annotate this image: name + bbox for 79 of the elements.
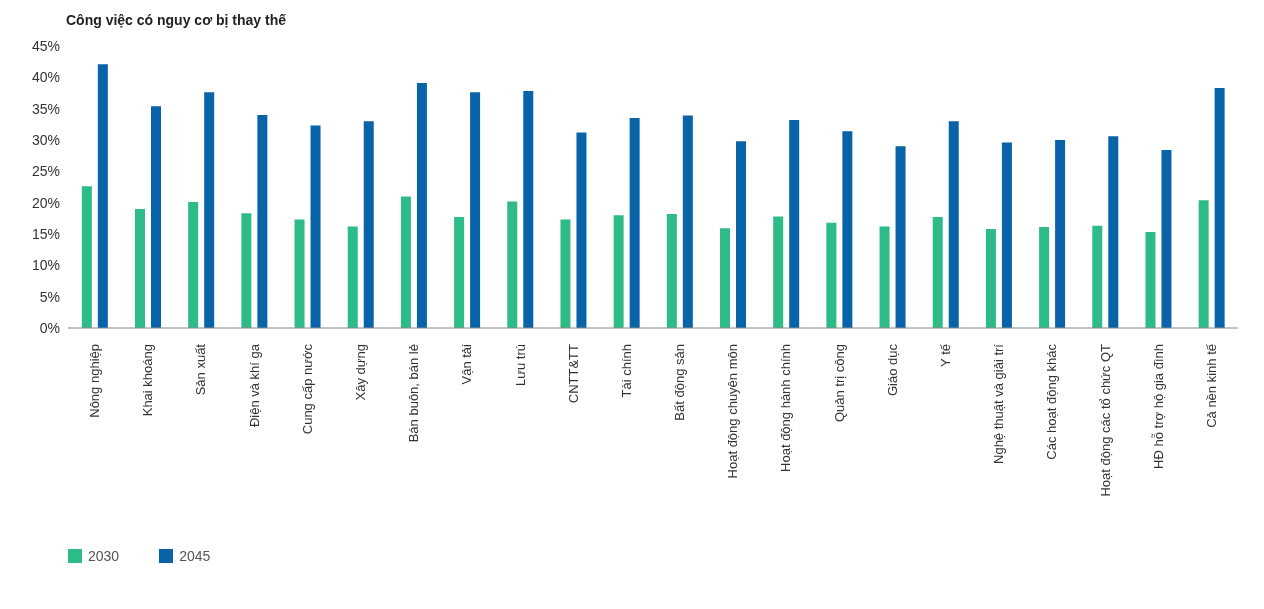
- bar: [948, 121, 959, 328]
- bar: [1108, 136, 1119, 328]
- x-tick-label: Xây dựng: [353, 344, 368, 401]
- legend-label: 2030: [88, 548, 120, 564]
- y-tick-label: 10%: [31, 257, 60, 274]
- legend-label: 2045: [179, 548, 211, 564]
- bar: [736, 141, 747, 328]
- x-tick-label: Nghệ thuật và giải trí: [991, 343, 1007, 464]
- bar: [560, 219, 571, 328]
- bar: [81, 186, 92, 328]
- x-tick-label: Cả nền kinh tế: [1203, 343, 1219, 428]
- x-tick-label: Quản trị công: [831, 344, 847, 423]
- bar: [1039, 227, 1050, 328]
- x-tick-label: Lưu trú: [512, 344, 528, 386]
- bar: [1198, 200, 1209, 328]
- bar: [507, 201, 518, 328]
- bar: [985, 228, 996, 328]
- bar: [310, 125, 321, 328]
- y-tick-label: 5%: [39, 288, 60, 305]
- x-tick-label: HĐ hỗ trợ hộ gia đình: [1150, 344, 1166, 469]
- bar: [1092, 225, 1103, 328]
- bar: [613, 215, 624, 328]
- chart-title: Công việc có nguy cơ bị thay thế: [66, 12, 287, 28]
- bar: [294, 219, 305, 328]
- bar: [1055, 140, 1066, 328]
- x-tick-label: Cung cấp nước: [299, 343, 315, 435]
- x-tick-label: Bất động sản: [672, 344, 688, 421]
- bar: [895, 146, 906, 328]
- bar: [416, 82, 427, 328]
- x-tick-label: Y tế: [938, 343, 953, 367]
- bar: [682, 115, 693, 328]
- y-tick-label: 20%: [31, 194, 60, 211]
- bar: [773, 216, 784, 328]
- y-tick-label: 0%: [39, 319, 60, 336]
- bar: [666, 213, 677, 328]
- bar: [454, 217, 465, 328]
- y-tick-label: 40%: [31, 69, 60, 86]
- bar: [879, 226, 890, 328]
- bar: [826, 222, 837, 328]
- bar: [97, 64, 108, 328]
- x-tick-label: Hoạt động chuyên môn: [725, 344, 741, 479]
- bar: [470, 92, 481, 328]
- bar: [363, 121, 374, 328]
- y-tick-label: 45%: [31, 37, 60, 54]
- x-tick-label: Hoạt động các tổ chức QT: [1097, 343, 1113, 497]
- x-tick-label: Bán buôn, bán lẻ: [406, 344, 422, 443]
- x-tick-label: Hoạt động hành chính: [778, 344, 794, 472]
- x-tick-label: Giáo dục: [884, 343, 900, 397]
- x-tick-label: CNTT&TT: [565, 343, 581, 404]
- bar: [241, 213, 252, 328]
- bar: [1214, 87, 1225, 328]
- x-tick-label: Các hoạt động khác: [1044, 343, 1060, 460]
- bar: [576, 132, 587, 328]
- x-tick-label: Tài chính: [618, 344, 634, 398]
- bar: [135, 208, 146, 328]
- x-tick-label: Vận tải: [459, 343, 475, 385]
- y-tick-label: 15%: [31, 225, 60, 242]
- bar: [188, 202, 199, 328]
- bar: [151, 106, 162, 328]
- y-tick-label: 25%: [31, 163, 60, 180]
- bar: [400, 196, 411, 328]
- bar: [932, 217, 943, 328]
- bar: [1001, 142, 1012, 328]
- bar: [1145, 232, 1156, 328]
- x-tick-label: Nông nghiệp: [87, 344, 103, 418]
- x-tick-label: Sản xuất: [193, 343, 209, 396]
- bar: [720, 228, 731, 328]
- bar: [523, 91, 534, 328]
- bar: [204, 92, 215, 328]
- bar: [257, 114, 268, 328]
- bar: [347, 226, 358, 328]
- x-tick-label: Điện và khí ga: [246, 343, 262, 428]
- bar: [789, 119, 800, 328]
- bar: [1161, 150, 1172, 328]
- bar: [629, 118, 640, 328]
- y-tick-label: 35%: [31, 100, 60, 117]
- y-tick-label: 30%: [31, 131, 60, 148]
- bar: [842, 131, 853, 328]
- x-tick-label: Khai khoáng: [140, 344, 156, 417]
